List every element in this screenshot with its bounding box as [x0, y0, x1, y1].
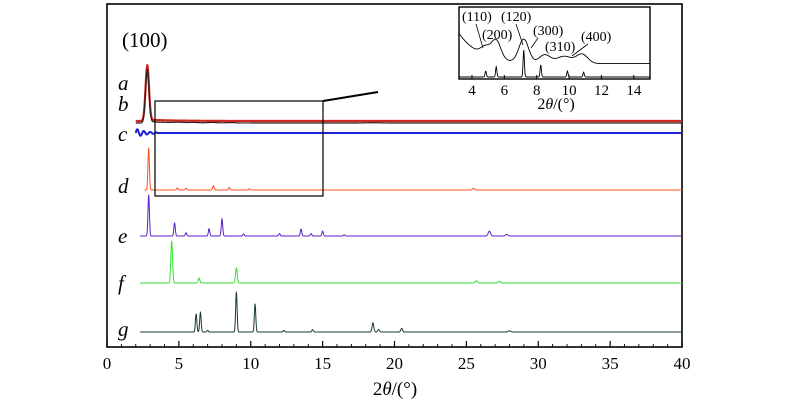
x-tick-label-20: 20: [386, 354, 403, 373]
inset-x-axis-title: 2θ/(°): [537, 96, 574, 113]
trace-label-g: g: [118, 317, 129, 341]
inset-series-layer: [458, 33, 650, 78]
x-tick-label-0: 0: [103, 354, 112, 373]
inset-series-line-d: [459, 49, 650, 78]
inset-label-200: (200): [482, 28, 513, 43]
x-axis-title: 2θ/(°): [373, 379, 417, 400]
inset-pointer-400: [571, 43, 589, 57]
inset-x-tick-label-4: 4: [468, 83, 476, 99]
series-line-a: [134, 63, 683, 123]
trace-label-b: b: [118, 92, 129, 116]
x-tick-label-25: 25: [458, 354, 475, 373]
series-line-c: [134, 128, 683, 137]
zoom-pointer-line: [322, 91, 379, 102]
trace-label-d: d: [118, 174, 129, 198]
inset-x-tick-label-6: 6: [501, 83, 509, 99]
trace-label-f: f: [118, 271, 127, 295]
inset-chart: 4 6 8 10 12 14 (110) (120) (200) (300) (310) …: [458, 6, 651, 113]
x-tick-label-10: 10: [242, 354, 259, 373]
main-peak-label: (100): [122, 28, 168, 52]
x-tick-label-15: 15: [314, 354, 331, 373]
series-line-f: [139, 240, 683, 284]
trace-label-e: e: [118, 224, 127, 248]
x-tick-label-5: 5: [175, 354, 184, 373]
inset-pointer-300: [530, 37, 539, 49]
inset-x-tick-label-10: 10: [562, 83, 577, 99]
x-axis: 0 5 10 15 20 25 30 35 40: [103, 341, 691, 373]
zoom-box: [154, 100, 324, 197]
inset-label-110: (110): [462, 10, 492, 25]
inset-label-400: (400): [581, 30, 612, 45]
inset-pointer-120: [515, 23, 524, 46]
series-line-b: [135, 68, 683, 124]
series-line-d: [144, 147, 683, 191]
series-layer: [134, 63, 683, 333]
inset-label-300: (300): [533, 24, 564, 39]
inset-x-tick-label-8: 8: [533, 83, 541, 99]
inset-x-tick-label-14: 14: [626, 83, 642, 99]
inset-x-tick-label-12: 12: [594, 83, 609, 99]
trace-label-a: a: [118, 71, 129, 95]
inset-pointer-110: [475, 23, 484, 49]
inset-label-310: (310): [545, 40, 576, 55]
series-line-e: [139, 194, 683, 237]
x-tick-label-30: 30: [530, 354, 547, 373]
trace-label-c: c: [118, 122, 128, 146]
inset-x-axis: 4 6 8 10 12 14: [468, 75, 642, 99]
inset-label-120: (120): [501, 10, 532, 25]
series-line-g: [139, 291, 683, 333]
x-tick-label-35: 35: [602, 354, 619, 373]
x-tick-label-40: 40: [674, 354, 691, 373]
inset-series-line-b: [458, 33, 650, 65]
